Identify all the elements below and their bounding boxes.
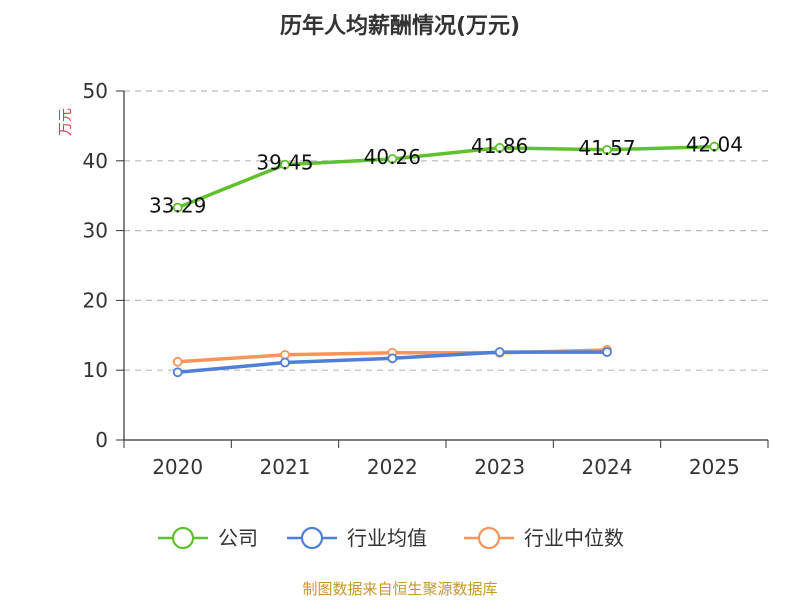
data-point	[172, 367, 183, 378]
legend-label: 行业中位数	[524, 526, 624, 550]
chart-title: 历年人均薪酬情况(万元)	[280, 13, 520, 39]
y-tick-label: 40	[83, 149, 108, 173]
x-tick-label: 2021	[260, 455, 311, 479]
data-point	[709, 141, 720, 152]
data-point	[172, 356, 183, 367]
data-point	[280, 159, 290, 170]
data-label: 33.29	[149, 194, 206, 218]
data-point	[602, 347, 612, 357]
legend-marker	[477, 526, 501, 550]
data-point	[602, 144, 612, 155]
x-tick-label: 2024	[582, 455, 633, 479]
data-point	[172, 202, 183, 213]
y-tick-label: 0	[95, 428, 108, 452]
gridlines	[124, 90, 768, 371]
y-tick-label: 30	[83, 219, 108, 243]
tick-labels: 0 10 20 30 40 50 2020 2021 2022 2023 2024 2025	[83, 79, 740, 479]
axes	[116, 90, 769, 448]
y-tick-label: 20	[83, 288, 108, 312]
x-tick-label: 2023	[474, 455, 525, 479]
legend-marker	[300, 526, 324, 550]
x-tick-label: 2022	[367, 455, 418, 479]
series-lines	[172, 141, 720, 378]
y-tick-label: 10	[83, 358, 108, 382]
y-axis-label: 万元	[58, 108, 74, 136]
data-label: 42.04	[686, 133, 743, 157]
data-labels: 33.29 39.45 40.26 41.86 41.57 42.04	[149, 133, 743, 218]
legend: 公司 行业均值 行业中位数	[158, 526, 624, 550]
data-point	[387, 353, 398, 364]
data-label: 39.45	[256, 151, 313, 175]
data-point	[494, 142, 505, 153]
data-label: 40.26	[364, 145, 421, 169]
x-tick-label: 2020	[152, 455, 203, 479]
data-label: 41.57	[578, 136, 635, 160]
data-point	[494, 347, 505, 357]
legend-label: 公司	[218, 526, 258, 550]
legend-label: 行业均值	[347, 526, 427, 550]
series-line-0	[175, 144, 717, 210]
x-tick-label: 2025	[689, 455, 740, 479]
data-label: 41.86	[471, 134, 528, 158]
source-note: 制图数据来自恒生聚源数据库	[302, 580, 497, 598]
y-tick-label: 50	[83, 79, 108, 103]
data-point	[280, 357, 290, 368]
legend-marker	[171, 526, 195, 550]
data-point	[387, 154, 398, 164]
